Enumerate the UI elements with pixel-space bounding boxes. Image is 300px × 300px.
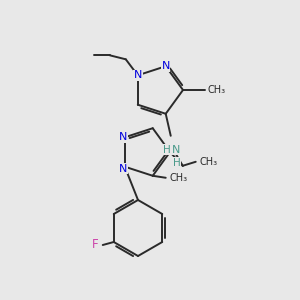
Text: CH₃: CH₃ bbox=[170, 173, 188, 183]
Text: N: N bbox=[172, 145, 180, 155]
Text: N: N bbox=[118, 132, 127, 142]
Text: H: H bbox=[173, 158, 181, 168]
Text: CH₃: CH₃ bbox=[200, 157, 218, 167]
Text: F: F bbox=[92, 238, 98, 251]
Text: N: N bbox=[118, 164, 127, 174]
Text: H: H bbox=[163, 145, 171, 155]
Text: N: N bbox=[134, 70, 142, 80]
Text: N: N bbox=[161, 61, 170, 71]
Text: CH₃: CH₃ bbox=[208, 85, 226, 95]
